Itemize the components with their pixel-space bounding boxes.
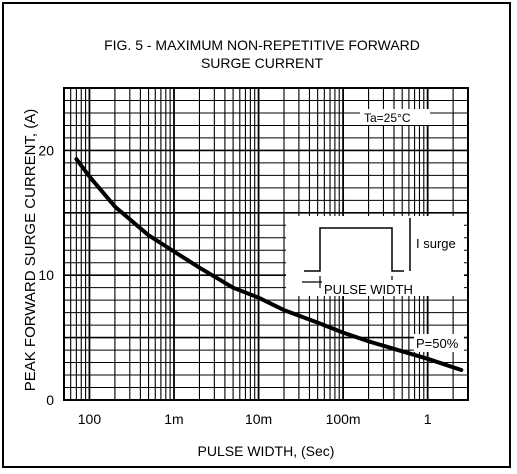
chart-subtitle: SURGE CURRENT <box>201 55 324 71</box>
x-tick-label: 10m <box>245 411 272 427</box>
x-tick-label: 100m <box>326 411 361 427</box>
pulse-waveform <box>304 227 404 272</box>
duty-label: P=50% <box>416 336 459 351</box>
x-tick-label: 1m <box>164 411 183 427</box>
chart-frame: FIG. 5 - MAXIMUM NON-REPETITIVE FORWARD … <box>2 2 511 468</box>
duty-label-background <box>414 334 464 352</box>
series-line <box>74 157 464 372</box>
y-tick-label: 20 <box>38 142 54 158</box>
condition-label: Ta=25°C <box>364 111 411 125</box>
y-axis-label: PEAK FORWARD SURGE CURRENT, (A) <box>22 109 39 392</box>
chart-title: FIG. 5 - MAXIMUM NON-REPETITIVE FORWARD <box>104 37 420 53</box>
y-tick-label: 0 <box>46 392 54 408</box>
y-tick-labels: 0 10 20 <box>38 142 54 408</box>
condition-label-background <box>360 109 430 125</box>
y-tick-label: 10 <box>38 267 54 283</box>
x-tick-label: 100 <box>78 411 102 427</box>
surge-current-chart: FIG. 5 - MAXIMUM NON-REPETITIVE FORWARD … <box>22 37 469 459</box>
plot-border <box>63 87 469 401</box>
x-tick-labels: 100 1m 10m 100m 1 <box>78 411 432 427</box>
x-axis-label: PULSE WIDTH, (Sec) <box>198 443 335 459</box>
pulse-width-label: PULSE WIDTH <box>324 282 413 297</box>
surge-label: I surge <box>416 236 456 251</box>
x-tick-label: 1 <box>424 411 432 427</box>
pulse-label-background <box>322 280 426 296</box>
